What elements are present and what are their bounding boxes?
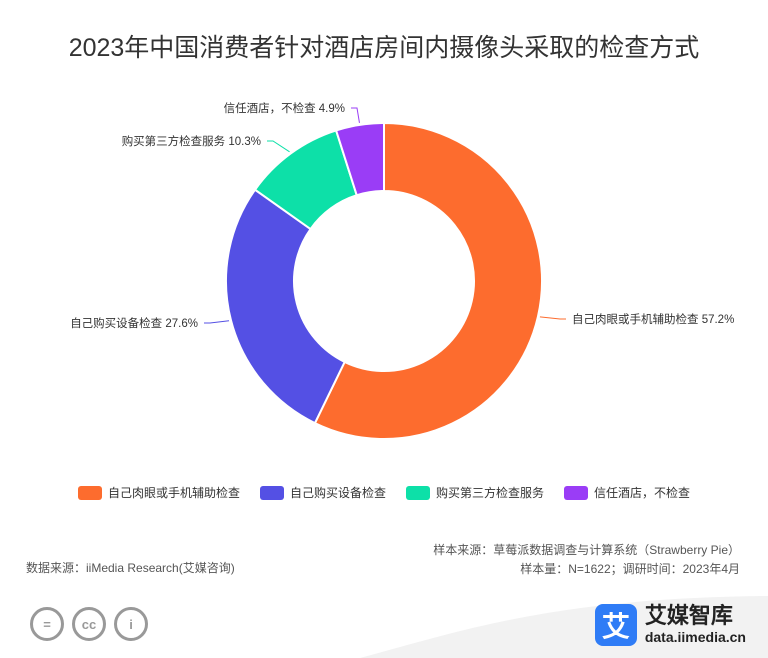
- footer-wave: [360, 596, 768, 658]
- slice-label-1: 自己购买设备检查 27.6%: [70, 316, 198, 330]
- cc-license-icon: cc: [72, 607, 106, 641]
- donut-chart: 自己肉眼或手机辅助检查 57.2% 自己购买设备检查 27.6% 购买第三方检查服务…: [70, 101, 734, 440]
- legend-swatch-0: [77, 485, 102, 500]
- brand-block: 艾 艾媒智库 data.iimedia.cn: [594, 603, 746, 646]
- legend-swatch-3: [564, 485, 589, 500]
- data-source: 数据来源：iiMedia Research(艾媒咨询): [26, 561, 235, 575]
- legend-label-3: 信任酒店，不检查: [594, 486, 691, 500]
- legend-item-2[interactable]: 购买第三方检查服务: [406, 484, 544, 501]
- sample-info-block: 样本来源：草莓派数据调查与计算系统（Strawberry Pie） 样本量：N=…: [433, 541, 740, 579]
- chart-title: 2023年中国消费者针对酒店房间内摄像头采取的检查方式: [68, 34, 700, 62]
- nd-license-icon: =: [30, 607, 64, 641]
- legend-label-1: 自己购买设备检查: [289, 486, 386, 500]
- chart-legend: 自己肉眼或手机辅助检查 自己购买设备检查 购买第三方检查服务 信任酒店，不检查: [0, 484, 768, 501]
- legend-item-1[interactable]: 自己购买设备检查: [259, 484, 386, 501]
- donut-slice-3[interactable]: [334, 121, 385, 197]
- sample-size: 样本量：N=1622；调研时间：2023年4月: [520, 562, 740, 576]
- legend-item-3[interactable]: 信任酒店，不检查: [564, 484, 690, 501]
- legend-label-0: 自己肉眼或手机辅助检查: [107, 486, 240, 500]
- license-icons: = cc i: [30, 607, 148, 641]
- sample-source: 样本来源：草莓派数据调查与计算系统（Strawberry Pie）: [433, 543, 740, 557]
- legend-item-0[interactable]: 自己肉眼或手机辅助检查: [77, 484, 240, 501]
- legend-swatch-1: [259, 485, 284, 500]
- attribution-license-icon: i: [114, 607, 148, 641]
- legend-swatch-2: [406, 485, 430, 500]
- slice-label-2: 购买第三方检查服务 10.3%: [122, 134, 261, 148]
- brand-url: data.iimedia.cn: [644, 629, 746, 645]
- leader-line-3: [351, 107, 360, 123]
- slice-label-0: 自己肉眼或手机辅助检查 57.2%: [572, 312, 734, 326]
- leader-line-2: [267, 140, 290, 153]
- donut-slice-0[interactable]: [313, 121, 543, 440]
- brand-logo-icon: 艾: [594, 604, 637, 646]
- legend-label-2: 购买第三方检查服务: [436, 486, 545, 500]
- leader-line-1: [204, 320, 230, 324]
- leader-line-0: [539, 316, 566, 320]
- donut-slice-1[interactable]: [225, 188, 346, 425]
- slice-label-3: 信任酒店，不检查 4.9%: [224, 101, 345, 115]
- brand-name: 艾媒智库: [644, 603, 733, 628]
